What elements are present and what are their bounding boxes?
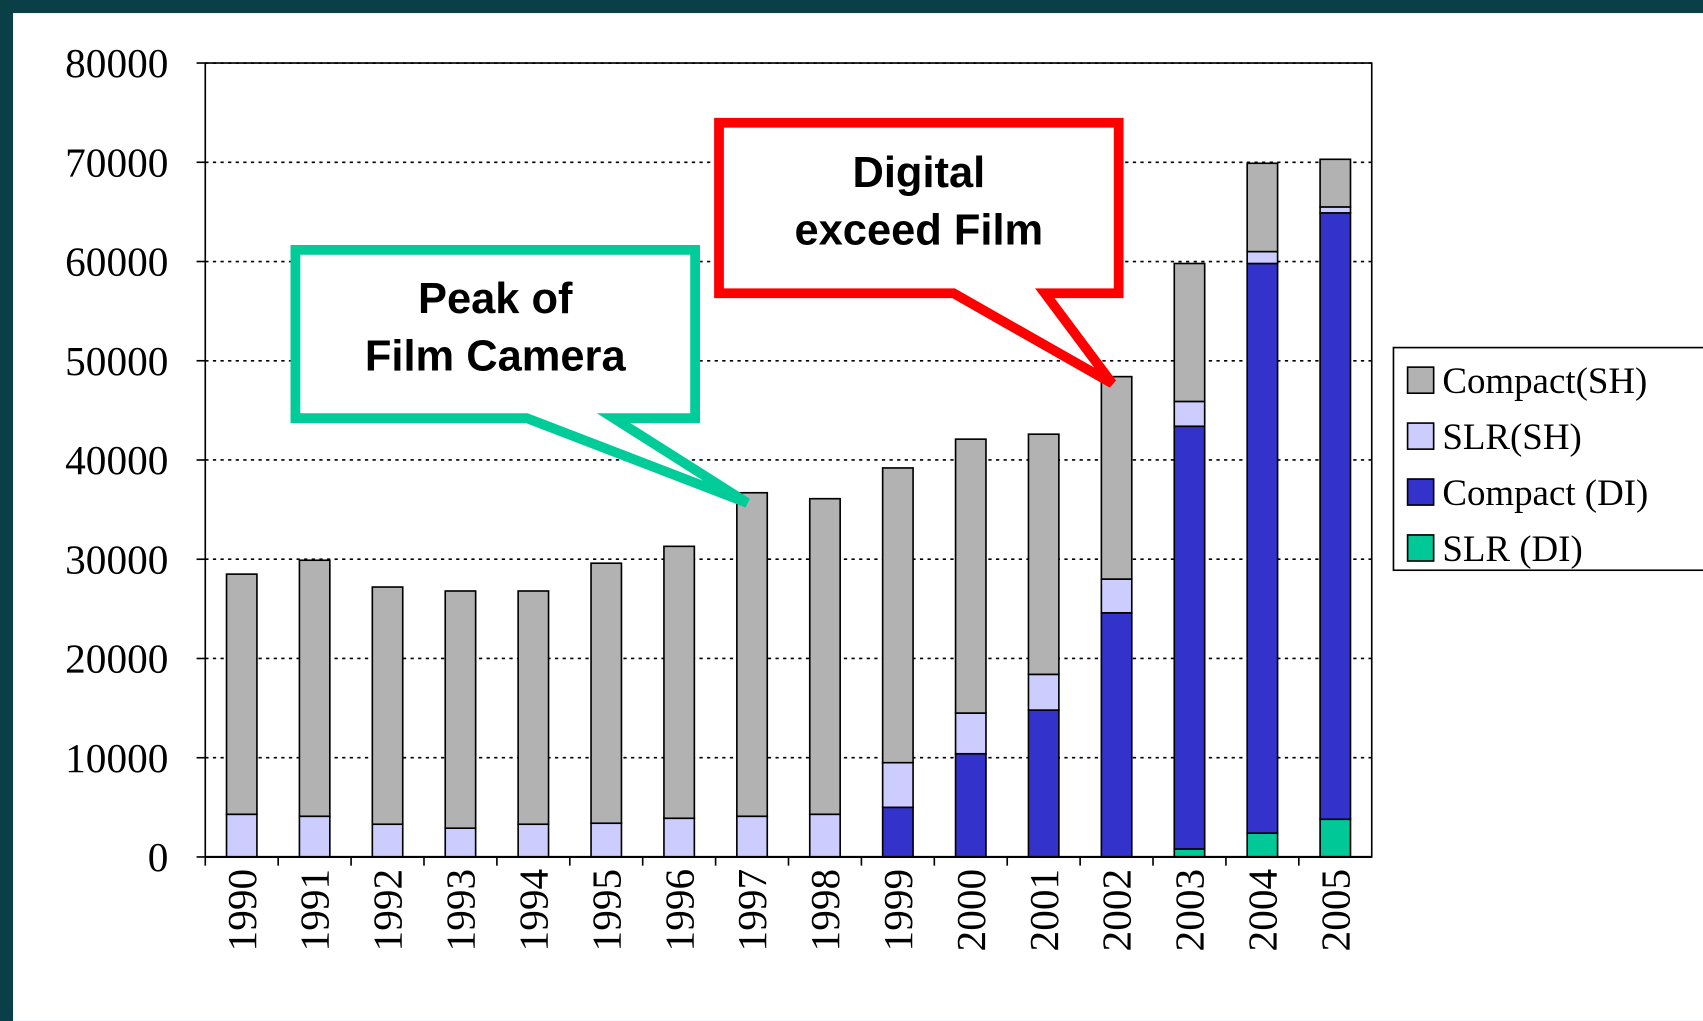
- plot-area: 0 10000 20000 30000 40000 50000 60000 70000 8000…: [65, 40, 1703, 951]
- legend-swatch: [1406, 478, 1435, 506]
- x-tick-label: 2001: [1021, 869, 1067, 952]
- bar-segment: [225, 813, 258, 858]
- bar-segment: [1027, 673, 1060, 711]
- annotation-text: Film Camera: [365, 332, 627, 380]
- bar-segment: [1319, 212, 1352, 821]
- x-tick-label: 1996: [656, 869, 702, 952]
- bar-segment: [1173, 262, 1206, 403]
- x-tick-label: 2000: [948, 869, 994, 952]
- bar-segment: [663, 817, 696, 858]
- bar-segment: [1173, 400, 1206, 428]
- bar-segment: [1246, 162, 1279, 253]
- y-tick-label: 10000: [65, 735, 168, 781]
- x-tick-label: 1993: [438, 869, 484, 952]
- x-tick-label: 1994: [510, 869, 556, 952]
- annotation-text: exceed Film: [794, 206, 1043, 254]
- bar-segment: [590, 562, 623, 825]
- bar-segment: [881, 761, 914, 809]
- bar-segment: [444, 590, 477, 829]
- bar-segment: [1100, 578, 1133, 614]
- annotation-text: Peak of: [418, 275, 573, 323]
- y-tick-label: 70000: [65, 139, 168, 185]
- callout-digital: Digital exceed Film: [714, 117, 1124, 388]
- bar-segment: [444, 827, 477, 858]
- bar-segment: [954, 712, 987, 755]
- bar-segment: [1027, 709, 1060, 858]
- bar-segment: [517, 823, 550, 858]
- legend-swatch: [1406, 366, 1435, 395]
- x-tick-label: 1991: [292, 869, 338, 952]
- y-tick-label: 40000: [65, 437, 168, 483]
- legend-label: Compact(SH): [1442, 360, 1647, 402]
- bar-segment: [881, 806, 914, 858]
- x-tick-label: 1998: [802, 869, 848, 952]
- bar-segment: [225, 573, 258, 816]
- bar-segment: [1319, 158, 1352, 208]
- bar-segment: [954, 438, 987, 714]
- bar-segment: [298, 815, 331, 858]
- legend-label: Compact (DI): [1442, 472, 1648, 514]
- bar-segment: [808, 813, 841, 858]
- bar-segment: [517, 590, 550, 826]
- callout-box: [714, 117, 1124, 388]
- bar-segment: [881, 467, 914, 764]
- y-tick-label: 80000: [65, 40, 168, 86]
- x-tick-label: 1997: [729, 869, 775, 952]
- legend-label: SLR (DI): [1442, 528, 1582, 570]
- bar-segment: [736, 491, 769, 818]
- bar-segment: [298, 559, 331, 818]
- legend-swatch: [1406, 534, 1435, 562]
- bar-segment: [1246, 832, 1279, 858]
- bar-segment: [954, 752, 987, 858]
- x-tick-label: 2004: [1240, 869, 1286, 952]
- x-tick-label: 1999: [875, 869, 921, 952]
- bar-segment: [1100, 375, 1133, 580]
- annotation-text: Digital: [852, 149, 985, 197]
- y-tick-label: 30000: [65, 536, 168, 582]
- legend-label: SLR(SH): [1442, 416, 1581, 458]
- bar-segment: [590, 822, 623, 858]
- bar-segment: [1027, 433, 1060, 676]
- y-tick-label: 60000: [65, 239, 168, 285]
- bar-segment: [1319, 206, 1352, 214]
- y-tick-label: 0: [148, 834, 169, 880]
- legend-box: [1392, 346, 1703, 572]
- y-tick-label: 50000: [65, 338, 168, 384]
- y-tick-label: 20000: [65, 636, 168, 682]
- callout-peak: Peak of Film Camera: [290, 244, 750, 508]
- x-tick-label: 1992: [365, 869, 411, 952]
- x-tick-label: 2005: [1312, 869, 1358, 952]
- bar-segment: [1100, 612, 1133, 858]
- bar-segment: [808, 497, 841, 816]
- bar-segment: [663, 545, 696, 820]
- x-tick-label: 1995: [583, 869, 629, 952]
- bar-segment: [1173, 425, 1206, 850]
- bar-segment: [371, 586, 404, 826]
- bar-segment: [1246, 250, 1279, 265]
- x-tick-label: 2003: [1167, 869, 1213, 952]
- callout-box: [290, 244, 750, 508]
- bar-segment: [736, 815, 769, 858]
- bar-segment: [371, 823, 404, 858]
- legend-swatch: [1406, 422, 1435, 450]
- x-tick-label: 2002: [1094, 869, 1140, 952]
- bar-segment: [1319, 818, 1352, 858]
- bar-segment: [1246, 262, 1279, 834]
- bar-segment: [1173, 848, 1206, 858]
- x-tick-label: 1990: [219, 869, 265, 952]
